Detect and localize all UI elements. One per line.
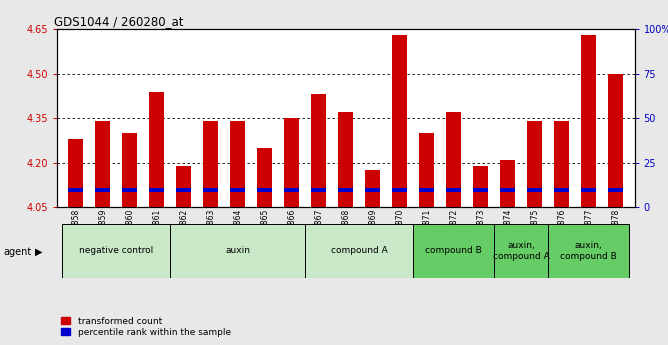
Bar	[413, 224, 494, 278]
Bar	[68, 139, 83, 207]
Bar	[96, 188, 110, 192]
Text: negative control: negative control	[79, 246, 154, 256]
Bar	[494, 224, 548, 278]
Text: auxin,
compound A: auxin, compound A	[493, 241, 550, 261]
Bar	[338, 188, 353, 192]
Bar	[230, 121, 245, 207]
Text: auxin,
compound B: auxin, compound B	[560, 241, 617, 261]
Bar	[392, 188, 407, 192]
Bar	[500, 160, 515, 207]
Bar	[170, 224, 305, 278]
Bar	[554, 121, 569, 207]
Bar	[473, 166, 488, 207]
Text: ▶: ▶	[35, 247, 42, 257]
Bar	[609, 74, 623, 207]
Bar	[285, 188, 299, 192]
Bar	[609, 188, 623, 192]
Bar	[446, 188, 461, 192]
Bar	[548, 224, 629, 278]
Bar	[122, 133, 137, 207]
Text: GDS1044 / 260280_at: GDS1044 / 260280_at	[54, 15, 184, 28]
Bar	[581, 35, 596, 207]
Bar	[203, 121, 218, 207]
Text: compound B: compound B	[426, 246, 482, 256]
Text: compound A: compound A	[331, 246, 387, 256]
Bar	[581, 188, 596, 192]
Bar	[149, 91, 164, 207]
Bar	[311, 95, 326, 207]
Bar	[68, 188, 83, 192]
Bar	[554, 188, 569, 192]
Text: agent: agent	[3, 247, 31, 257]
Bar	[122, 188, 137, 192]
Bar	[365, 170, 380, 207]
Legend: transformed count, percentile rank within the sample: transformed count, percentile rank withi…	[61, 317, 230, 337]
Text: auxin: auxin	[225, 246, 250, 256]
Bar	[446, 112, 461, 207]
Bar	[96, 121, 110, 207]
Bar	[285, 118, 299, 207]
Bar	[311, 188, 326, 192]
Bar	[62, 224, 170, 278]
Bar	[203, 188, 218, 192]
Bar	[257, 188, 272, 192]
Bar	[420, 133, 434, 207]
Bar	[365, 188, 380, 192]
Bar	[392, 35, 407, 207]
Bar	[230, 188, 245, 192]
Bar	[527, 188, 542, 192]
Bar	[500, 188, 515, 192]
Bar	[305, 224, 413, 278]
Bar	[420, 188, 434, 192]
Bar	[176, 166, 191, 207]
Bar	[527, 121, 542, 207]
Bar	[338, 112, 353, 207]
Bar	[473, 188, 488, 192]
Bar	[176, 188, 191, 192]
Bar	[257, 148, 272, 207]
Bar	[149, 188, 164, 192]
